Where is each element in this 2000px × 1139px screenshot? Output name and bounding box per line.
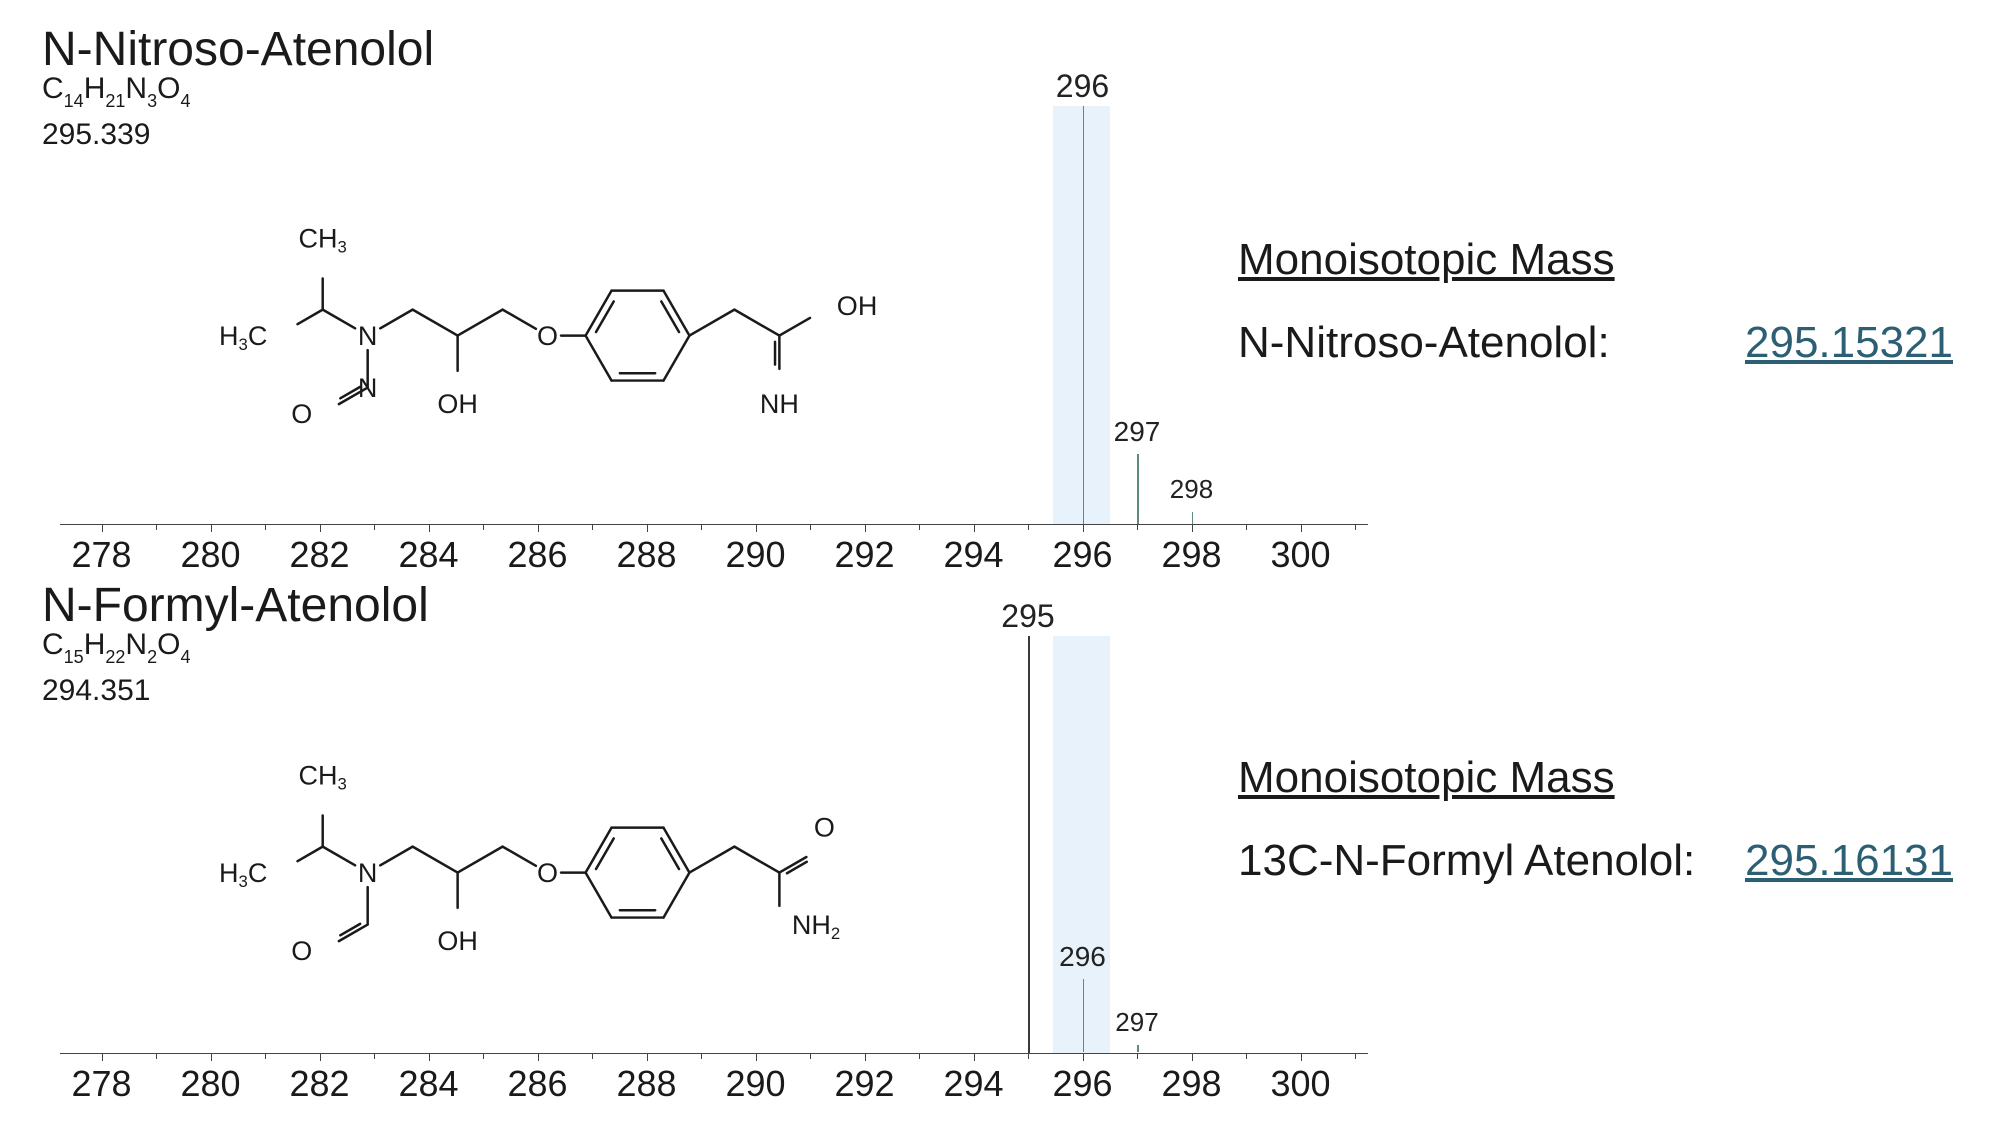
- svg-text:O: O: [291, 936, 312, 966]
- svg-text:H3C: H3C: [219, 858, 267, 891]
- svg-text:CH3: CH3: [299, 760, 347, 793]
- svg-text:O: O: [537, 858, 558, 888]
- svg-text:OH: OH: [437, 926, 478, 956]
- svg-text:NH2: NH2: [792, 910, 840, 943]
- svg-text:O: O: [814, 812, 835, 842]
- svg-text:N: N: [358, 858, 378, 888]
